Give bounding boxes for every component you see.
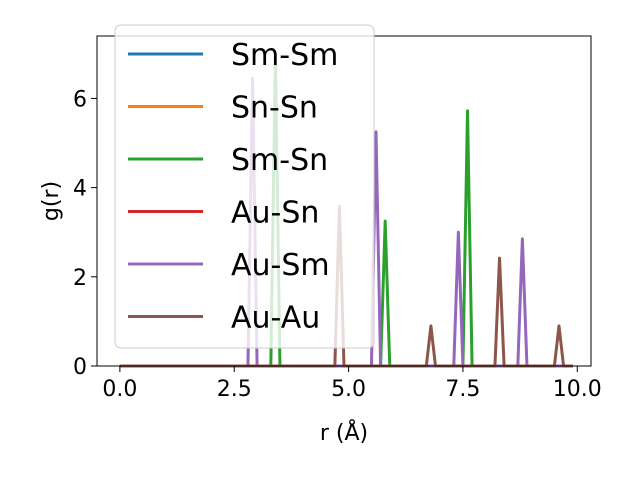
x-tick-label: 7.5 <box>445 377 480 402</box>
y-axis-label: g(r) <box>39 181 64 221</box>
legend-label: Sm-Sn <box>231 143 328 178</box>
x-axis-ticks: 0.0 2.5 5.0 7.5 10.0 <box>102 366 602 402</box>
x-tick-label: 10.0 <box>553 377 602 402</box>
y-tick-label: 6 <box>73 87 87 112</box>
y-tick-label: 0 <box>73 355 87 380</box>
y-tick-label: 2 <box>73 266 87 291</box>
x-tick-label: 5.0 <box>331 377 366 402</box>
legend-label: Au-Sn <box>231 196 319 231</box>
legend-label: Au-Sm <box>231 248 330 283</box>
x-axis-label: r (Å) <box>320 419 368 446</box>
legend-label: Au-Au <box>231 301 320 336</box>
x-tick-label: 0.0 <box>102 377 137 402</box>
legend-label: Sn-Sn <box>231 91 318 126</box>
legend: Sm-Sm Sn-Sn Sm-Sn Au-Sn Au-Sm Au-Au <box>114 24 375 349</box>
y-tick-label: 4 <box>73 177 87 202</box>
x-tick-label: 2.5 <box>217 377 252 402</box>
y-axis-ticks: 0 2 4 6 <box>73 87 97 380</box>
legend-label: Sm-Sm <box>231 38 338 73</box>
